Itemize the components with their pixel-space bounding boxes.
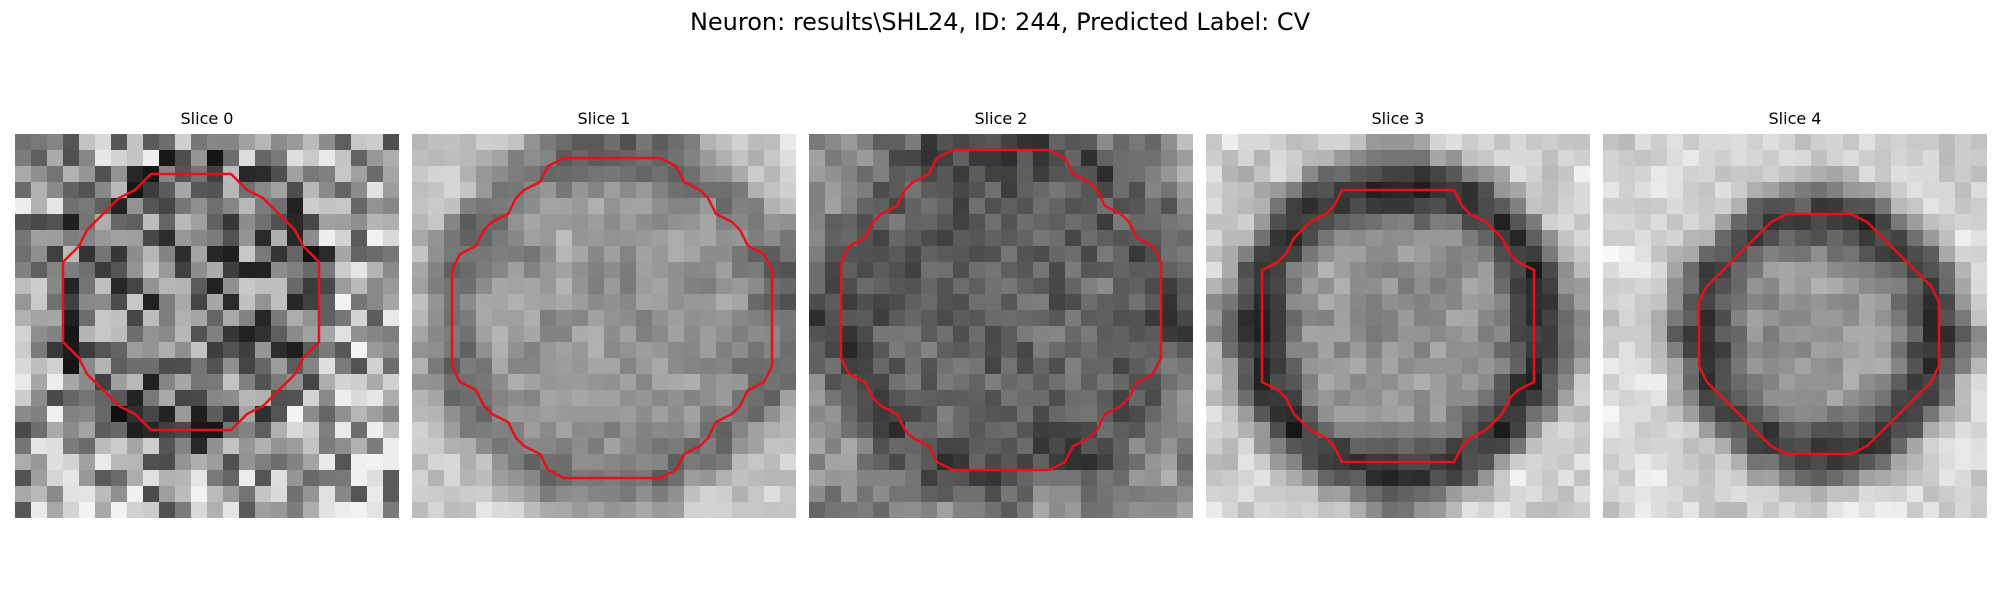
- segmentation-contour: [1697, 212, 1941, 456]
- slice-image: [15, 134, 399, 518]
- grayscale-pixels: [412, 134, 796, 518]
- grayscale-pixels: [1206, 134, 1590, 518]
- slice-image: [1206, 134, 1590, 518]
- segmentation-contour: [839, 148, 1163, 472]
- slice-image: [1603, 134, 1987, 518]
- panel-title: Slice 4: [1768, 109, 1822, 128]
- grayscale-pixels: [15, 134, 399, 518]
- segmentation-contour: [61, 172, 321, 432]
- segmentation-contour: [1260, 188, 1536, 464]
- figure-title: Neuron: results\SHL24, ID: 244, Predicte…: [689, 8, 1311, 36]
- grayscale-pixels: [809, 134, 1193, 518]
- panel-title: Slice 3: [1371, 109, 1425, 128]
- grayscale-pixels: [1603, 134, 1987, 518]
- slice-image: [412, 134, 796, 518]
- panel-title: Slice 0: [180, 109, 234, 128]
- panel-title: Slice 1: [577, 109, 631, 128]
- panel-title: Slice 2: [974, 109, 1028, 128]
- segmentation-contour: [450, 156, 774, 480]
- slice-image: [809, 134, 1193, 518]
